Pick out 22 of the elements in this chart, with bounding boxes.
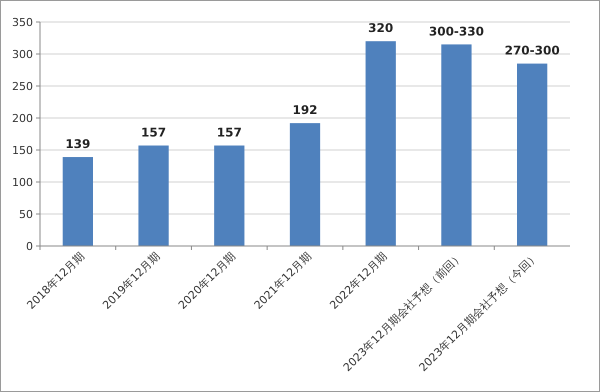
data-label: 139 bbox=[65, 137, 90, 152]
bar bbox=[366, 41, 396, 246]
bar bbox=[62, 157, 93, 246]
y-tick-label: 50 bbox=[19, 208, 33, 221]
data-label: 157 bbox=[141, 126, 166, 140]
y-tick-label: 300 bbox=[12, 48, 33, 61]
data-label: 270-300 bbox=[504, 44, 560, 58]
data-label: 192 bbox=[292, 103, 318, 118]
bar bbox=[441, 44, 472, 246]
bar bbox=[214, 146, 244, 246]
y-tick-label: 100 bbox=[12, 176, 33, 189]
bar bbox=[138, 146, 169, 246]
y-tick-label: 200 bbox=[12, 112, 33, 125]
data-label: 157 bbox=[216, 126, 242, 140]
y-tick-label: 350 bbox=[12, 16, 33, 29]
y-tick-label: 0 bbox=[26, 240, 33, 253]
bar bbox=[517, 64, 548, 246]
data-label: 320 bbox=[368, 21, 394, 36]
bar bbox=[290, 123, 320, 246]
y-tick-label: 150 bbox=[12, 144, 33, 157]
data-label: 300-330 bbox=[428, 24, 484, 38]
y-tick-label: 250 bbox=[12, 80, 33, 93]
